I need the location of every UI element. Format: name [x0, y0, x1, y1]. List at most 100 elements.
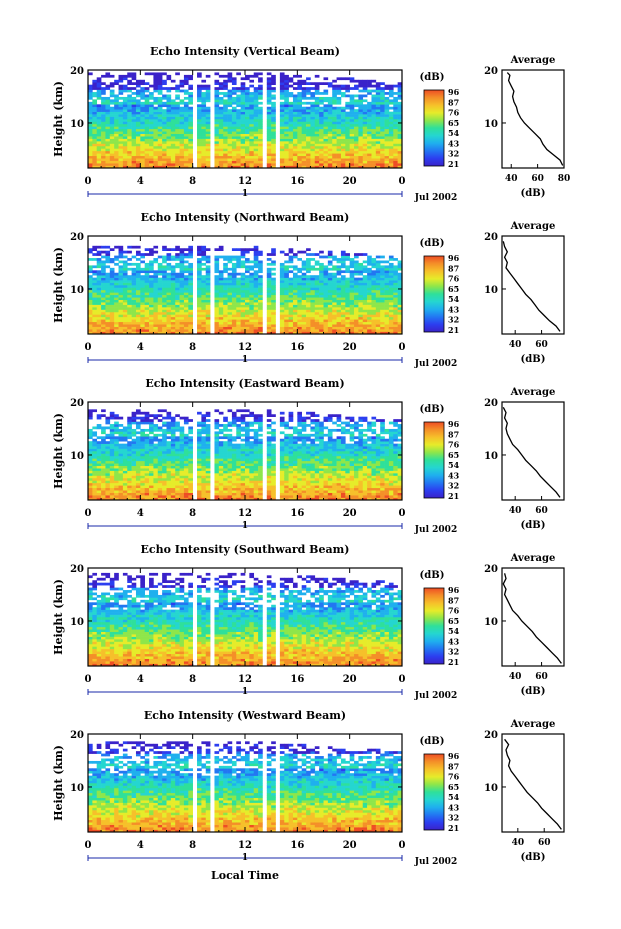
heatmap-cell — [135, 150, 141, 154]
heatmap-cell — [92, 497, 98, 501]
heatmap-cell — [223, 258, 228, 261]
heatmap-cell — [205, 150, 211, 154]
heatmap-cell — [122, 260, 128, 264]
heatmap-cell — [319, 255, 324, 259]
heatmap-cell — [101, 294, 106, 298]
heatmap-cell — [349, 324, 355, 327]
heatmap-cell — [109, 311, 115, 315]
heatmap-cell — [109, 414, 115, 417]
heatmap-cell — [96, 77, 102, 81]
heatmap-cell — [153, 74, 159, 78]
heatmap-cell — [201, 165, 207, 169]
heatmap-cell — [162, 316, 167, 320]
heatmap-cell — [340, 123, 346, 127]
heatmap-cell — [201, 155, 207, 159]
heatmap-cell — [367, 329, 372, 332]
heatmap-cell — [170, 128, 176, 132]
heatmap-cell — [218, 96, 224, 100]
heatmap-cell — [253, 160, 259, 164]
heatmap-cell — [122, 331, 128, 335]
heatmap-cell — [245, 248, 250, 251]
heatmap-cell — [271, 160, 276, 164]
heatmap-cell — [301, 141, 307, 144]
heatmap-cell — [271, 292, 276, 296]
heatmap-cell — [284, 280, 289, 283]
heatmap-cell — [105, 285, 111, 288]
heatmap-cell — [310, 294, 316, 298]
heatmap-cell — [144, 324, 150, 327]
heatmap-cell — [175, 316, 180, 320]
heatmap-cell — [231, 265, 237, 269]
heatmap-cell — [292, 275, 298, 278]
heatmap-cell — [323, 311, 329, 315]
heatmap-cell — [367, 299, 372, 303]
heatmap-cell — [319, 153, 324, 157]
heatmap-cell — [354, 128, 359, 132]
heatmap-cell — [96, 277, 102, 281]
heatmap-cell — [332, 294, 337, 298]
heatmap-cell — [88, 84, 93, 88]
heatmap-cell — [358, 119, 364, 122]
heatmap-cell — [162, 331, 167, 335]
heatmap-cell — [319, 109, 324, 112]
heatmap-cell — [140, 465, 145, 469]
heatmap-cell — [135, 289, 141, 293]
heatmap-cell — [323, 314, 329, 318]
heatmap-cell — [371, 314, 377, 318]
heatmap-cell — [393, 160, 398, 164]
heatmap-cell — [223, 299, 228, 303]
heatmap-cell — [380, 282, 385, 286]
heatmap-cell — [279, 299, 285, 303]
heatmap-cell — [114, 480, 119, 484]
heatmap-cell — [105, 99, 111, 103]
heatmap-cell — [384, 307, 390, 310]
heatmap-cell — [231, 314, 237, 318]
heatmap-cell — [332, 114, 337, 117]
heatmap-cell — [384, 321, 390, 325]
heatmap-cell — [236, 294, 241, 298]
heatmap-cell — [336, 141, 342, 144]
heatmap-cell — [149, 126, 154, 130]
heatmap-cell — [114, 473, 119, 476]
heatmap-cell — [109, 329, 115, 332]
heatmap-cell — [236, 141, 241, 144]
heatmap-cell — [271, 148, 276, 152]
heatmap-cell — [240, 297, 246, 300]
heatmap-cell — [118, 292, 124, 296]
heatmap-cell — [88, 331, 93, 335]
heatmap-cell — [279, 280, 285, 283]
heatmap-cell — [144, 326, 150, 330]
heatmap-cell — [297, 158, 302, 161]
heatmap-cell — [327, 111, 333, 115]
heatmap-cell — [253, 258, 259, 261]
heatmap-cell — [327, 148, 333, 152]
heatmap-cell — [319, 277, 324, 281]
heatmap-cell — [218, 143, 224, 147]
heatmap-cell — [92, 101, 98, 105]
heatmap-cell — [258, 260, 263, 264]
heatmap-cell — [340, 321, 346, 325]
heatmap-cell — [140, 106, 145, 110]
heatmap-cell — [340, 294, 346, 298]
heatmap-cell — [258, 155, 263, 159]
heatmap-cell — [105, 153, 111, 157]
heatmap-cell — [188, 248, 193, 251]
heatmap-cell — [340, 131, 346, 134]
heatmap-cell — [92, 92, 98, 95]
heatmap-cell — [101, 468, 106, 471]
heatmap-cell — [109, 433, 115, 437]
heatmap-cell — [135, 158, 141, 161]
heatmap-cell — [358, 141, 364, 144]
heatmap-cell — [131, 416, 137, 420]
heatmap-cell — [271, 297, 276, 300]
heatmap-cell — [218, 287, 224, 291]
heatmap-cell — [371, 331, 377, 335]
heatmap-cell — [297, 316, 302, 320]
heatmap-cell — [358, 299, 364, 303]
heatmap-cell — [149, 280, 154, 283]
heatmap-cell — [358, 150, 364, 154]
heatmap-cell — [319, 265, 324, 269]
heatmap-cell — [183, 302, 189, 305]
heatmap-cell — [131, 480, 137, 484]
heatmap-cell — [301, 153, 307, 157]
